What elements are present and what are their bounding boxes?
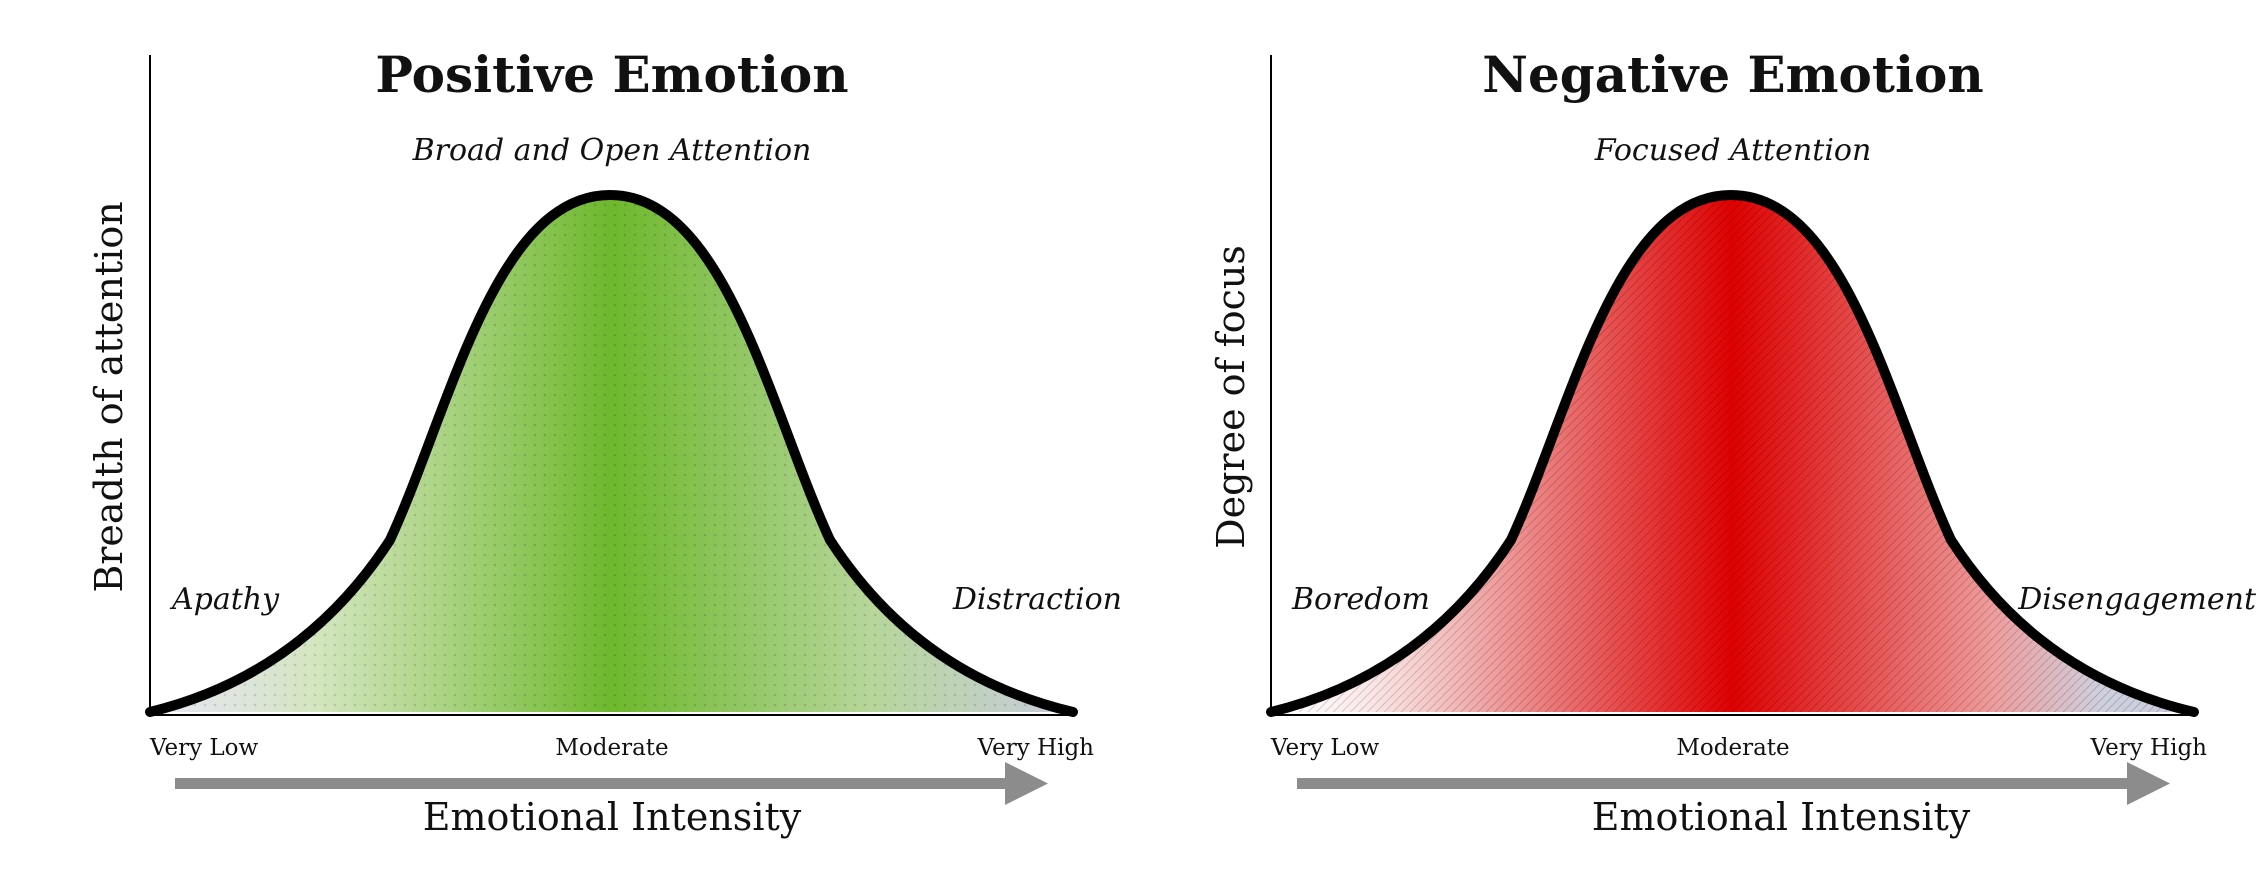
bell-curve-texture bbox=[150, 195, 1073, 712]
bell-curve-outline bbox=[145, 190, 1078, 717]
x-axis-label: Emotional Intensity bbox=[1592, 795, 1971, 839]
y-axis-label: Breadth of attention bbox=[87, 201, 131, 592]
x-axis-label: Emotional Intensity bbox=[423, 795, 802, 839]
tick-label-very-low: Very Low bbox=[1270, 735, 1380, 761]
region-label-left: Apathy bbox=[169, 582, 280, 617]
tick-label-very-low: Very Low bbox=[149, 735, 259, 761]
panel-negative-emotion: Negative Emotion Focused Attention Degre… bbox=[1209, 45, 2257, 839]
bell-curve-outline bbox=[1266, 190, 2199, 717]
region-label-left: Boredom bbox=[1291, 582, 1430, 617]
arrow-shaft bbox=[175, 778, 1010, 789]
panel-title: Positive Emotion bbox=[375, 45, 848, 104]
region-label-right: Disengagement bbox=[2017, 582, 2257, 617]
region-label-right: Distraction bbox=[952, 582, 1122, 617]
tick-label-moderate: Moderate bbox=[555, 735, 668, 761]
tick-label-very-high: Very High bbox=[977, 735, 1095, 761]
arrow-head bbox=[1005, 762, 1048, 805]
y-axis-label: Degree of focus bbox=[1209, 245, 1253, 549]
intensity-arrow bbox=[1297, 762, 2170, 805]
panel-subtitle: Focused Attention bbox=[1594, 133, 1872, 168]
panel-subtitle: Broad and Open Attention bbox=[412, 133, 812, 168]
panel-title: Negative Emotion bbox=[1482, 45, 1983, 104]
tick-label-very-high: Very High bbox=[2090, 735, 2208, 761]
arrow-head bbox=[2127, 762, 2170, 805]
bell-curve-texture bbox=[1271, 195, 2194, 712]
tick-label-moderate: Moderate bbox=[1676, 735, 1789, 761]
panel-positive-emotion: Positive Emotion Broad and Open Attentio… bbox=[87, 45, 1122, 839]
intensity-arrow bbox=[175, 762, 1048, 805]
arrow-shaft bbox=[1297, 778, 2132, 789]
